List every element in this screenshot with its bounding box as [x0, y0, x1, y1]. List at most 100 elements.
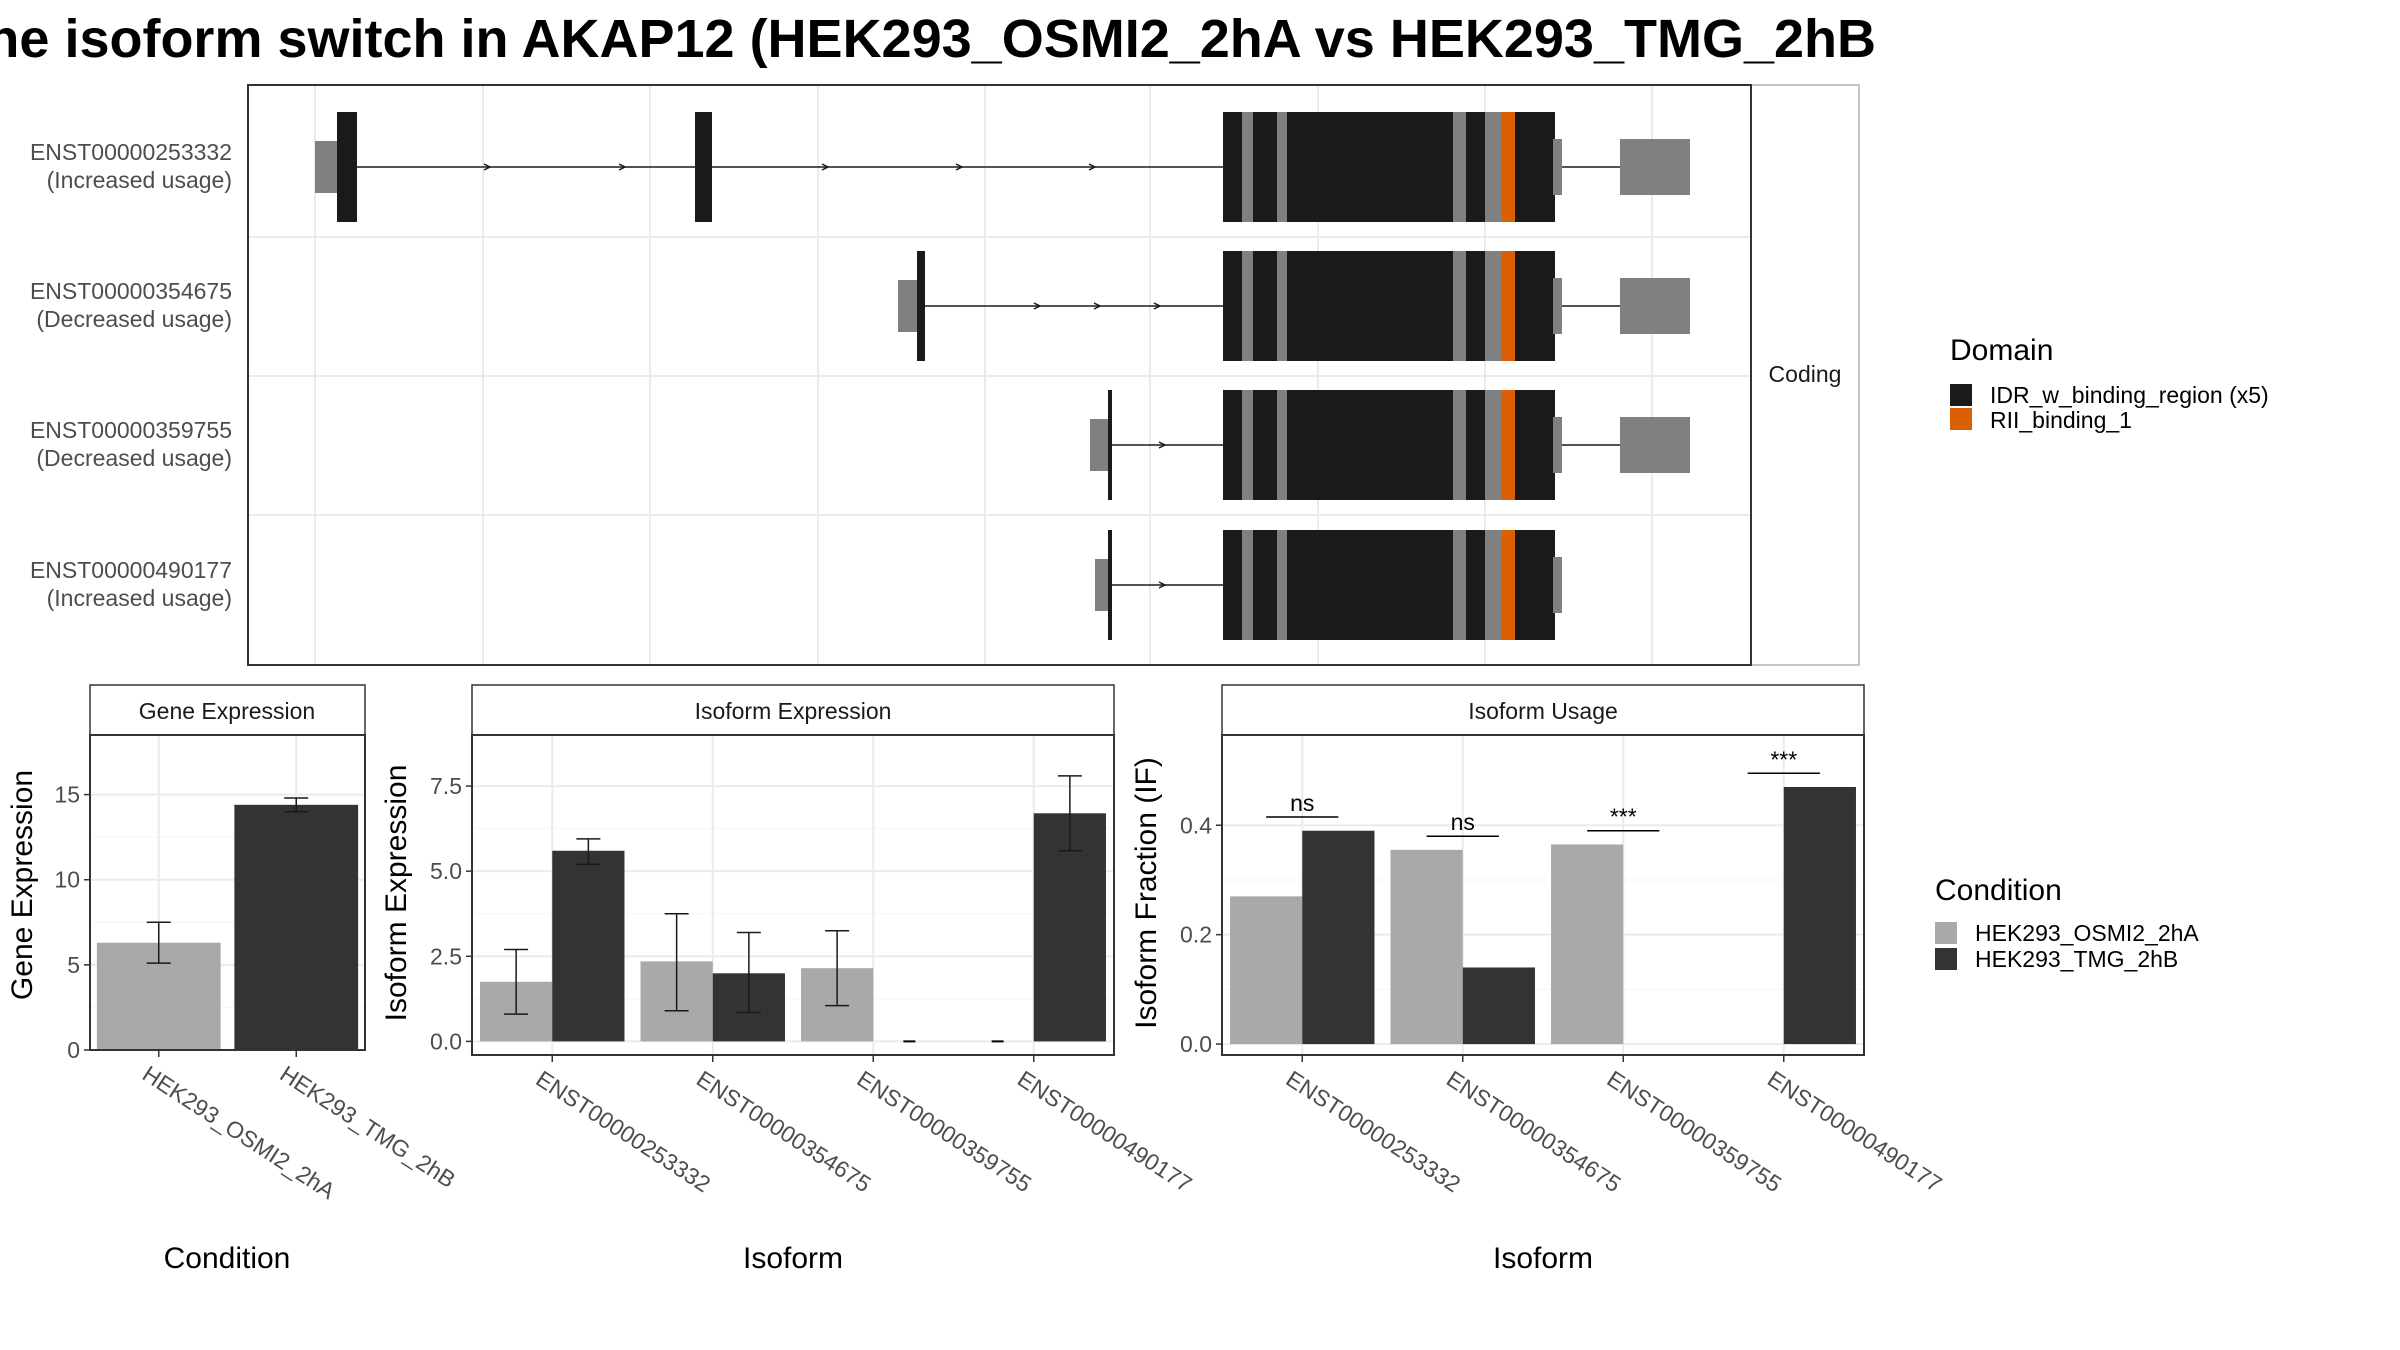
isoform-usage-ytick-label-3: 0.4	[1180, 812, 1212, 838]
isoform-usage-xtick-label-3: ENST00000359755	[1603, 1065, 1787, 1197]
utr5-3-1	[1090, 419, 1112, 471]
utr3-start-4	[1553, 557, 1562, 613]
domain-gap-4-4	[1485, 530, 1502, 640]
rii-binding-4	[1502, 530, 1515, 640]
intron-arrow-4-1	[1158, 581, 1167, 589]
gene-expression-ytick-label-4: 15	[54, 782, 80, 808]
isoform-expression-xtick-label-2: ENST00000354675	[692, 1065, 876, 1197]
transcript-label-3: ENST00000359755	[30, 417, 232, 443]
gene-expression-xlabel: Condition	[164, 1242, 291, 1275]
utr5-1-1	[315, 141, 338, 193]
gene-expression-ylabel: Gene Expression	[6, 770, 39, 1000]
rii-binding-1	[1502, 112, 1515, 222]
isoform-expression-strip	[471, 684, 1115, 736]
isoform-expression-ylabel: Isoform Expression	[380, 765, 413, 1022]
utr3-exon-3	[1620, 417, 1690, 473]
gene-expression-plot-border	[89, 734, 366, 1051]
domain-gap-4-2	[1277, 530, 1287, 640]
domain-gap-3-3	[1453, 390, 1466, 500]
exon-1-1	[337, 112, 357, 222]
intron-arrow-2-1	[1033, 302, 1042, 310]
utr3-exon-2	[1620, 278, 1690, 334]
isoform-expression-ytick-label-4: 7.5	[430, 773, 462, 799]
isoform-usage-panel: Isoform Usage Isoform Fraction (IF) Isof…	[1130, 684, 1947, 1275]
domain-legend-title: Domain	[1950, 334, 2053, 367]
transcript-label-2: ENST00000354675	[30, 278, 232, 304]
domain-gap-1-2	[1277, 112, 1287, 222]
transcript-usage-4: (Increased usage)	[47, 585, 232, 611]
isoform-usage-sig-label-2: ns	[1451, 809, 1475, 835]
intron-arrow-1-2	[618, 163, 627, 171]
utr3-exon-1	[1620, 139, 1690, 195]
isoform-expression-bar-2-1	[552, 850, 625, 1042]
condition-legend-label-a: HEK293_OSMI2_2hA	[1975, 920, 2199, 946]
domain-gap-4-3	[1453, 530, 1466, 640]
structure-plot-border	[247, 84, 1752, 666]
isoform-usage-strip-label: Isoform Usage	[1468, 698, 1618, 724]
exon-4-1	[1108, 530, 1112, 640]
intron-arrow-1-1	[483, 163, 492, 171]
isoform-expression-ytick-label-3: 5.0	[430, 858, 462, 884]
domain-gap-3-1	[1242, 390, 1253, 500]
isoform-expression-xtick-label-3: ENST00000359755	[853, 1065, 1037, 1197]
isoform-expression-xtick-label-1: ENST00000253332	[532, 1065, 716, 1197]
isoform-usage-bar-2-1	[1302, 830, 1375, 1045]
chart-title-text: ne isoform switch in AKAP12 (HEK293_OSMI…	[0, 9, 1876, 69]
gene-expression-panel: Gene Expression Gene Expression Conditio…	[6, 684, 460, 1275]
utr3-start-2	[1553, 278, 1562, 334]
isoform-expression-strip-label: Isoform Expression	[695, 698, 892, 724]
rii-binding-3	[1502, 390, 1515, 500]
gene-expression-strip-label: Gene Expression	[139, 698, 315, 724]
exon-1-2	[695, 112, 712, 222]
gene-expression-ytick-label-3: 10	[54, 867, 80, 893]
transcript-labels: ENST00000253332 (Increased usage) ENST00…	[30, 139, 232, 611]
isoform-usage-bar-1-1	[1230, 896, 1303, 1045]
structure-facet-label: Coding	[1769, 361, 1842, 387]
condition-legend-label-b: HEK293_TMG_2hB	[1975, 946, 2178, 972]
structure-marks	[315, 112, 1690, 640]
domain-gap-2-2	[1277, 251, 1287, 361]
exon-2-1	[917, 251, 925, 361]
condition-legend-swatch-b	[1935, 948, 1957, 970]
isoform-expression-plot-border	[471, 734, 1115, 1056]
domain-legend: Domain IDR_w_binding_region (x5) RII_bin…	[1950, 334, 2269, 433]
condition-legend: Condition HEK293_OSMI2_2hA HEK293_TMG_2h…	[1935, 874, 2199, 972]
gene-expression-bar-1-2	[234, 804, 359, 1050]
condition-legend-swatch-a	[1935, 922, 1957, 944]
domain-legend-label-idr: IDR_w_binding_region (x5)	[1990, 382, 2269, 408]
isoform-usage-xtick-label-2: ENST00000354675	[1442, 1065, 1626, 1197]
isoform-usage-sig-label-3: ***	[1610, 804, 1637, 830]
domain-gap-1-3	[1453, 112, 1466, 222]
domain-gap-2-3	[1453, 251, 1466, 361]
domain-gap-4-1	[1242, 530, 1253, 640]
chart-title: ne isoform switch in AKAP12 (HEK293_OSMI…	[0, 8, 1876, 78]
isoform-usage-plot-border	[1221, 734, 1865, 1056]
isoform-usage-ytick-label-2: 0.2	[1180, 922, 1212, 948]
condition-legend-title: Condition	[1935, 874, 2062, 907]
utr3-start-3	[1553, 417, 1562, 473]
transcript-label-1: ENST00000253332	[30, 139, 232, 165]
isoform-usage-ytick-label-1: 0.0	[1180, 1031, 1212, 1057]
transcript-usage-2: (Decreased usage)	[36, 306, 232, 332]
isoform-expression-xlabel: Isoform	[743, 1242, 843, 1275]
isoform-expression-panel: Isoform Expression Isoform Expression Is…	[380, 684, 1197, 1275]
isoform-usage-bar-1-3	[1551, 844, 1624, 1045]
isoform-usage-bar-2-4	[1783, 786, 1856, 1045]
domain-gap-3-2	[1277, 390, 1287, 500]
intron-arrow-2-2	[1093, 302, 1102, 310]
isoform-usage-xtick-label-1: ENST00000253332	[1282, 1065, 1466, 1197]
domain-gap-2-1	[1242, 251, 1253, 361]
utr5-4-1	[1095, 559, 1112, 611]
isoform-usage-xtick-label-4: ENST00000490177	[1763, 1065, 1947, 1197]
exon-3-1	[1108, 390, 1112, 500]
intron-arrow-2-3	[1153, 302, 1162, 310]
isoform-expression-ytick-label-2: 2.5	[430, 943, 462, 969]
transcript-label-4: ENST00000490177	[30, 557, 232, 583]
isoform-expression-xtick-label-4: ENST00000490177	[1013, 1065, 1197, 1197]
intron-arrow-1-4	[955, 163, 964, 171]
domain-gap-3-4	[1485, 390, 1502, 500]
gene-expression-ytick-label-2: 5	[67, 952, 80, 978]
structure-strip	[1750, 84, 1860, 666]
domain-legend-swatch-rii	[1950, 408, 1972, 430]
